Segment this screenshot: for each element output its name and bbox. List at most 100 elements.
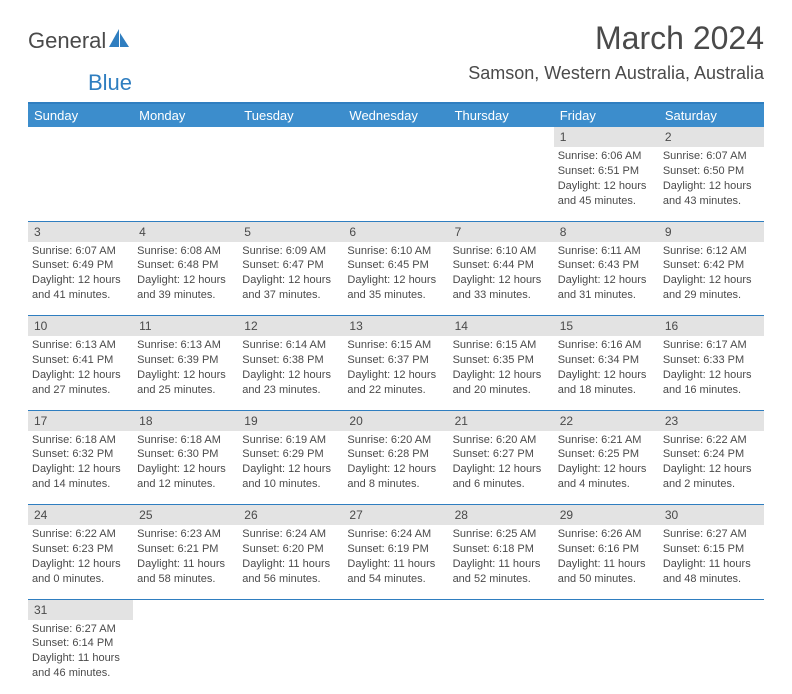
day-cell: Sunrise: 6:27 AMSunset: 6:15 PMDaylight:… xyxy=(659,525,764,599)
daylight-line2: and 8 minutes. xyxy=(347,477,444,492)
week-row: Sunrise: 6:27 AMSunset: 6:14 PMDaylight:… xyxy=(28,620,764,694)
sunset-line: Sunset: 6:20 PM xyxy=(242,542,339,557)
day-number: 21 xyxy=(455,414,468,428)
sunset-line: Sunset: 6:51 PM xyxy=(558,164,655,179)
daynum-cell xyxy=(133,599,238,620)
sunset-line: Sunset: 6:16 PM xyxy=(558,542,655,557)
sunrise-line: Sunrise: 6:07 AM xyxy=(32,244,129,259)
daynum-cell: 15 xyxy=(554,316,659,337)
daylight-line2: and 27 minutes. xyxy=(32,383,129,398)
daylight-line2: and 4 minutes. xyxy=(558,477,655,492)
daynum-cell: 8 xyxy=(554,221,659,242)
day-cell xyxy=(659,620,764,694)
day-cell xyxy=(449,147,554,221)
daynum-cell: 2 xyxy=(659,127,764,147)
sunset-line: Sunset: 6:29 PM xyxy=(242,447,339,462)
sunrise-line: Sunrise: 6:21 AM xyxy=(558,433,655,448)
day-cell: Sunrise: 6:26 AMSunset: 6:16 PMDaylight:… xyxy=(554,525,659,599)
day-number: 22 xyxy=(560,414,573,428)
sunset-line: Sunset: 6:37 PM xyxy=(347,353,444,368)
week-row: Sunrise: 6:13 AMSunset: 6:41 PMDaylight:… xyxy=(28,336,764,410)
day-cell xyxy=(133,620,238,694)
day-number: 1 xyxy=(560,130,567,144)
daylight-line2: and 41 minutes. xyxy=(32,288,129,303)
sunrise-line: Sunrise: 6:15 AM xyxy=(347,338,444,353)
daynum-row: 17181920212223 xyxy=(28,410,764,431)
day-number: 8 xyxy=(560,225,567,239)
daynum-cell: 26 xyxy=(238,505,343,526)
daylight-line2: and 31 minutes. xyxy=(558,288,655,303)
day-cell: Sunrise: 6:09 AMSunset: 6:47 PMDaylight:… xyxy=(238,242,343,316)
sunset-line: Sunset: 6:25 PM xyxy=(558,447,655,462)
sunset-line: Sunset: 6:34 PM xyxy=(558,353,655,368)
sunrise-line: Sunrise: 6:10 AM xyxy=(347,244,444,259)
daynum-cell xyxy=(343,599,448,620)
daynum-cell: 11 xyxy=(133,316,238,337)
day-number: 15 xyxy=(560,319,573,333)
sunrise-line: Sunrise: 6:08 AM xyxy=(137,244,234,259)
day-number: 7 xyxy=(455,225,462,239)
daynum-row: 31 xyxy=(28,599,764,620)
day-cell: Sunrise: 6:18 AMSunset: 6:30 PMDaylight:… xyxy=(133,431,238,505)
sunset-line: Sunset: 6:30 PM xyxy=(137,447,234,462)
day-number: 3 xyxy=(34,225,41,239)
day-cell: Sunrise: 6:15 AMSunset: 6:35 PMDaylight:… xyxy=(449,336,554,410)
daynum-cell: 4 xyxy=(133,221,238,242)
daylight-line1: Daylight: 12 hours xyxy=(663,179,760,194)
daylight-line1: Daylight: 12 hours xyxy=(558,462,655,477)
sunrise-line: Sunrise: 6:11 AM xyxy=(558,244,655,259)
day-number: 30 xyxy=(665,508,678,522)
sunset-line: Sunset: 6:38 PM xyxy=(242,353,339,368)
sunset-line: Sunset: 6:24 PM xyxy=(663,447,760,462)
month-title: March 2024 xyxy=(468,20,764,57)
daynum-cell: 3 xyxy=(28,221,133,242)
sunset-line: Sunset: 6:44 PM xyxy=(453,258,550,273)
sunset-line: Sunset: 6:21 PM xyxy=(137,542,234,557)
sunset-line: Sunset: 6:50 PM xyxy=(663,164,760,179)
daynum-cell: 19 xyxy=(238,410,343,431)
sunrise-line: Sunrise: 6:24 AM xyxy=(347,527,444,542)
day-cell: Sunrise: 6:10 AMSunset: 6:44 PMDaylight:… xyxy=(449,242,554,316)
daynum-cell: 1 xyxy=(554,127,659,147)
daynum-row: 10111213141516 xyxy=(28,316,764,337)
sunset-line: Sunset: 6:43 PM xyxy=(558,258,655,273)
day-cell xyxy=(238,147,343,221)
daylight-line2: and 2 minutes. xyxy=(663,477,760,492)
day-header: Thursday xyxy=(449,104,554,127)
daynum-row: 12 xyxy=(28,127,764,147)
day-number: 28 xyxy=(455,508,468,522)
daylight-line1: Daylight: 12 hours xyxy=(242,462,339,477)
day-cell: Sunrise: 6:22 AMSunset: 6:23 PMDaylight:… xyxy=(28,525,133,599)
day-cell: Sunrise: 6:24 AMSunset: 6:19 PMDaylight:… xyxy=(343,525,448,599)
logo-text-blue: Blue xyxy=(88,70,132,95)
daylight-line1: Daylight: 12 hours xyxy=(32,273,129,288)
week-row: Sunrise: 6:06 AMSunset: 6:51 PMDaylight:… xyxy=(28,147,764,221)
daylight-line1: Daylight: 12 hours xyxy=(32,368,129,383)
daylight-line1: Daylight: 12 hours xyxy=(347,368,444,383)
day-number: 17 xyxy=(34,414,47,428)
daylight-line2: and 39 minutes. xyxy=(137,288,234,303)
week-row: Sunrise: 6:22 AMSunset: 6:23 PMDaylight:… xyxy=(28,525,764,599)
sunrise-line: Sunrise: 6:23 AM xyxy=(137,527,234,542)
day-number: 26 xyxy=(244,508,257,522)
daynum-cell xyxy=(238,127,343,147)
day-cell xyxy=(554,620,659,694)
day-header: Friday xyxy=(554,104,659,127)
daylight-line1: Daylight: 12 hours xyxy=(558,368,655,383)
day-cell: Sunrise: 6:11 AMSunset: 6:43 PMDaylight:… xyxy=(554,242,659,316)
sunrise-line: Sunrise: 6:15 AM xyxy=(453,338,550,353)
daylight-line2: and 46 minutes. xyxy=(32,666,129,681)
logo-text-general: General xyxy=(28,28,106,54)
day-cell: Sunrise: 6:21 AMSunset: 6:25 PMDaylight:… xyxy=(554,431,659,505)
daylight-line1: Daylight: 11 hours xyxy=(242,557,339,572)
daylight-line2: and 23 minutes. xyxy=(242,383,339,398)
day-cell: Sunrise: 6:13 AMSunset: 6:39 PMDaylight:… xyxy=(133,336,238,410)
day-cell xyxy=(28,147,133,221)
sunrise-line: Sunrise: 6:22 AM xyxy=(663,433,760,448)
daylight-line2: and 54 minutes. xyxy=(347,572,444,587)
daynum-cell: 30 xyxy=(659,505,764,526)
daynum-cell: 9 xyxy=(659,221,764,242)
daylight-line1: Daylight: 11 hours xyxy=(663,557,760,572)
daylight-line1: Daylight: 12 hours xyxy=(242,368,339,383)
daynum-row: 3456789 xyxy=(28,221,764,242)
